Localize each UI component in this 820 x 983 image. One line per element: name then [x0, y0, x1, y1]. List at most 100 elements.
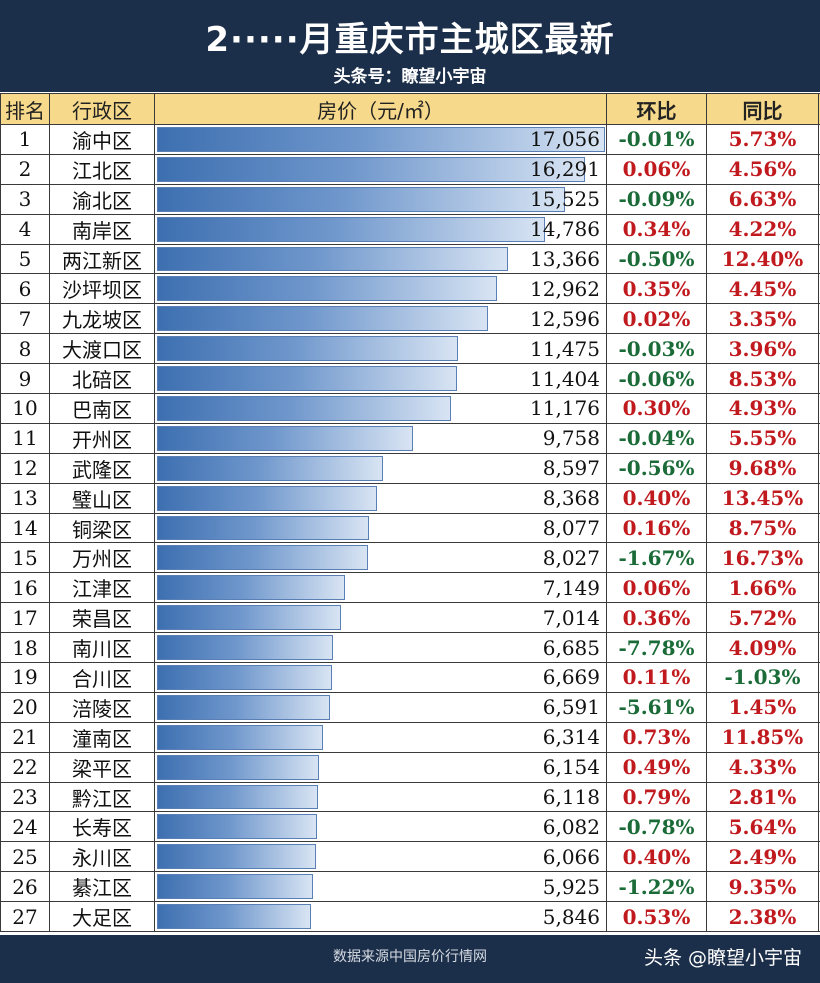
yoy-cell: 5.55% — [707, 423, 819, 453]
price-cell: 17,056 — [155, 125, 607, 154]
price-cell: 15,525 — [155, 184, 607, 214]
rank-cell: 4 — [0, 214, 50, 244]
table-row: 1 渝中区 17,056 -0.01% 5.73% — [0, 125, 820, 155]
price-cell: 6,082 — [155, 812, 607, 842]
price-label: 15,525 — [530, 187, 600, 212]
price-bar — [157, 186, 565, 212]
district-cell: 梁平区 — [50, 752, 155, 782]
rank-cell: 2 — [0, 154, 50, 184]
mom-cell: -0.50% — [607, 244, 707, 274]
district-cell: 涪陵区 — [50, 692, 155, 722]
price-label: 8,027 — [542, 545, 600, 570]
mom-cell: -0.03% — [607, 334, 707, 364]
price-cell: 6,314 — [155, 722, 607, 752]
rank-cell: 11 — [0, 423, 50, 453]
price-label: 12,596 — [530, 306, 600, 331]
mom-cell: -0.09% — [607, 184, 707, 214]
price-bar — [157, 216, 545, 242]
price-cell: 6,685 — [155, 633, 607, 663]
price-bar — [157, 156, 585, 182]
mom-cell: 0.36% — [607, 603, 707, 633]
column-header-mom: 环比 — [607, 94, 707, 124]
district-cell: 潼南区 — [50, 722, 155, 752]
table-row: 6 沙坪坝区 12,962 0.35% 4.45% — [0, 274, 820, 305]
district-cell: 大渡口区 — [50, 334, 155, 364]
district-cell: 武隆区 — [50, 453, 155, 483]
price-bar — [157, 814, 317, 840]
mom-cell: 0.34% — [607, 214, 707, 244]
price-cell: 12,962 — [155, 274, 607, 304]
district-cell: 璧山区 — [50, 483, 155, 513]
district-cell: 两江新区 — [50, 244, 155, 274]
rank-cell: 14 — [0, 513, 50, 543]
price-label: 6,591 — [542, 695, 600, 720]
rank-cell: 7 — [0, 304, 50, 334]
mom-cell: -0.78% — [607, 812, 707, 842]
table-row: 24 长寿区 6,082 -0.78% 5.64% — [0, 812, 820, 843]
mom-cell: 0.79% — [607, 782, 707, 812]
yoy-cell: -1.03% — [707, 663, 819, 692]
rank-cell: 17 — [0, 603, 50, 633]
price-label: 8,597 — [542, 456, 600, 481]
yoy-cell: 2.38% — [707, 902, 819, 932]
rank-cell: 23 — [0, 782, 50, 812]
price-cell: 6,118 — [155, 782, 607, 812]
price-cell: 12,596 — [155, 304, 607, 334]
yoy-cell: 3.35% — [707, 304, 819, 334]
price-label: 17,056 — [530, 127, 600, 152]
yoy-cell: 2.49% — [707, 842, 819, 872]
price-bar — [157, 784, 318, 810]
district-cell: 巴南区 — [50, 394, 155, 423]
price-bar — [157, 455, 383, 481]
table-row: 2 江北区 16,291 0.06% 4.56% — [0, 154, 820, 185]
mom-cell: 0.53% — [607, 902, 707, 932]
price-label: 9,758 — [542, 426, 600, 451]
table-row: 15 万州区 8,027 -1.67% 16.73% — [0, 543, 820, 574]
table-row: 10 巴南区 11,176 0.30% 4.93% — [0, 394, 820, 424]
mom-cell: 0.30% — [607, 394, 707, 423]
rank-cell: 18 — [0, 633, 50, 663]
price-label: 11,475 — [530, 336, 600, 361]
price-cell: 7,014 — [155, 603, 607, 633]
mom-cell: -0.06% — [607, 364, 707, 394]
watermark-text: 头条 @瞭望小宇宙 — [643, 947, 802, 969]
yoy-cell: 8.53% — [707, 364, 819, 394]
yoy-cell: 1.66% — [707, 573, 819, 603]
table-row: 16 江津区 7,149 0.06% 1.66% — [0, 573, 820, 604]
district-cell: 黔江区 — [50, 782, 155, 812]
rank-cell: 19 — [0, 663, 50, 692]
price-label: 7,014 — [542, 605, 600, 630]
district-cell: 沙坪坝区 — [50, 274, 155, 304]
price-label: 6,118 — [542, 785, 600, 810]
district-cell: 北碚区 — [50, 364, 155, 394]
district-cell: 永川区 — [50, 842, 155, 872]
yoy-cell: 6.63% — [707, 184, 819, 214]
mom-cell: 0.06% — [607, 154, 707, 184]
column-header-yoy: 同比 — [707, 94, 819, 124]
price-cell: 16,291 — [155, 154, 607, 184]
rank-cell: 26 — [0, 872, 50, 902]
rank-cell: 13 — [0, 483, 50, 513]
footer-banner: 数据来源中国房价行情网 头条 @瞭望小宇宙 — [0, 935, 820, 983]
district-cell: 渝中区 — [50, 125, 155, 154]
yoy-cell: 5.73% — [707, 125, 819, 154]
chart-title: 2·····月重庆市主城区最新 — [205, 20, 615, 60]
price-bar — [157, 605, 341, 631]
price-bar — [157, 754, 319, 780]
yoy-cell: 4.45% — [707, 274, 819, 304]
rank-cell: 9 — [0, 364, 50, 394]
price-cell: 14,786 — [155, 214, 607, 244]
table-row: 5 两江新区 13,366 -0.50% 12.40% — [0, 244, 820, 275]
rank-cell: 25 — [0, 842, 50, 872]
price-bar — [157, 127, 605, 152]
mom-cell: -0.04% — [607, 423, 707, 453]
mom-cell: -0.01% — [607, 125, 707, 154]
price-bar — [157, 665, 332, 690]
mom-cell: 0.40% — [607, 483, 707, 513]
district-cell: 合川区 — [50, 663, 155, 692]
price-cell: 6,066 — [155, 842, 607, 872]
table-row: 21 潼南区 6,314 0.73% 11.85% — [0, 722, 820, 753]
price-label: 5,846 — [542, 904, 600, 929]
table-row: 11 开州区 9,758 -0.04% 5.55% — [0, 423, 820, 454]
district-cell: 九龙坡区 — [50, 304, 155, 334]
